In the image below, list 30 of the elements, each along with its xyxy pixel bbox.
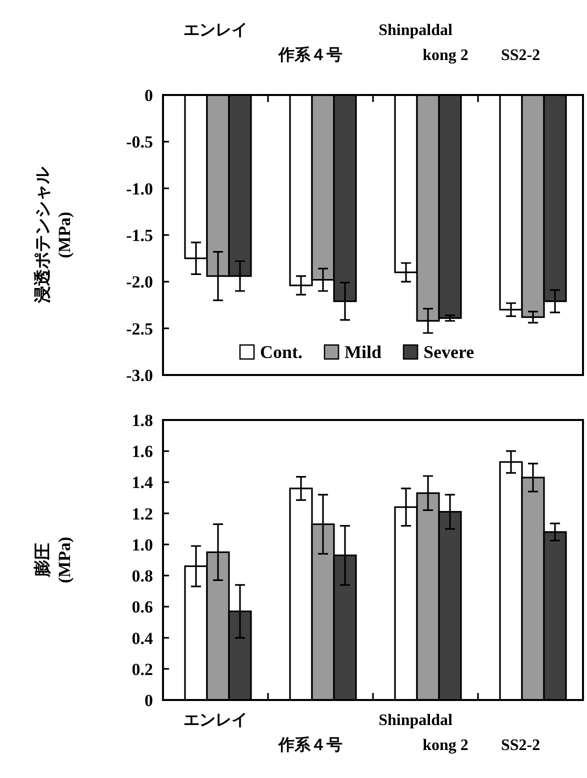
y-tick-label: -1.0 <box>126 179 153 198</box>
y-tick-label: 1.4 <box>132 473 154 492</box>
x-tick-label: Shinpaldal kong 2 <box>378 22 468 64</box>
y-tick-label: -0.5 <box>126 132 153 152</box>
y-tick-label: 1.6 <box>132 442 153 462</box>
y-tick-label: 0.2 <box>132 660 153 679</box>
y-tick-label: -3.0 <box>126 366 153 385</box>
y-tick-label: 1.2 <box>132 504 153 524</box>
x-tick-label: 作系４号 <box>278 736 342 754</box>
y-tick-label: -2.5 <box>126 319 153 338</box>
y-tick-label: -1.5 <box>126 226 153 245</box>
x-tick-label: エンレイ <box>184 22 248 39</box>
x-tick-label: エンレイ <box>184 712 248 729</box>
legend-label: Cont. <box>260 342 303 362</box>
y-axis-title: 膨圧 (MPa) <box>33 536 74 584</box>
x-tick-label: SS2-2 <box>500 737 540 754</box>
y-tick-label: 0 <box>144 86 153 105</box>
y-tick-label: 0.4 <box>132 628 154 648</box>
y-tick-label: 1.0 <box>132 535 153 554</box>
x-tick-label: Shinpaldal kong 2 <box>378 712 468 754</box>
y-tick-label: 0 <box>144 691 153 710</box>
y-tick-label: -2.0 <box>126 272 153 292</box>
x-tick-label: SS2-2 <box>500 47 540 64</box>
x-tick-label: 作系４号 <box>278 46 342 64</box>
legend-label: Mild <box>344 342 382 362</box>
y-tick-label: 1.8 <box>132 411 153 430</box>
y-axis-title: 浸透ポテンシャル (MPa) <box>33 166 74 304</box>
y-tick-label: 0.6 <box>132 598 153 617</box>
y-tick-label: 0.8 <box>132 566 153 586</box>
legend-label: Severe <box>424 342 474 362</box>
